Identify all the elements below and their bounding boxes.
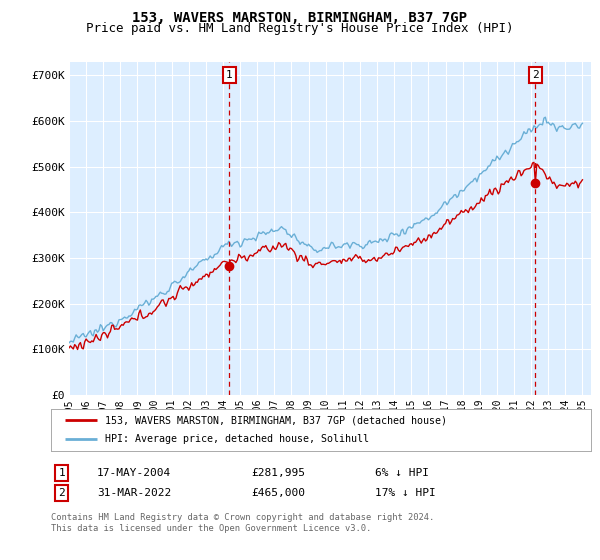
Text: 153, WAVERS MARSTON, BIRMINGHAM, B37 7GP (detached house): 153, WAVERS MARSTON, BIRMINGHAM, B37 7GP… — [105, 415, 447, 425]
Text: £465,000: £465,000 — [251, 488, 305, 498]
Text: 153, WAVERS MARSTON, BIRMINGHAM, B37 7GP: 153, WAVERS MARSTON, BIRMINGHAM, B37 7GP — [133, 11, 467, 25]
Text: HPI: Average price, detached house, Solihull: HPI: Average price, detached house, Soli… — [105, 435, 369, 445]
Text: £281,995: £281,995 — [251, 468, 305, 478]
Text: 17-MAY-2004: 17-MAY-2004 — [97, 468, 171, 478]
Text: 2: 2 — [58, 488, 65, 498]
Text: 1: 1 — [58, 468, 65, 478]
Text: 17% ↓ HPI: 17% ↓ HPI — [375, 488, 436, 498]
Text: 2: 2 — [532, 70, 539, 80]
Text: 6% ↓ HPI: 6% ↓ HPI — [375, 468, 429, 478]
Text: Price paid vs. HM Land Registry's House Price Index (HPI): Price paid vs. HM Land Registry's House … — [86, 22, 514, 35]
Text: 1: 1 — [226, 70, 233, 80]
Text: 31-MAR-2022: 31-MAR-2022 — [97, 488, 171, 498]
Text: Contains HM Land Registry data © Crown copyright and database right 2024.
This d: Contains HM Land Registry data © Crown c… — [51, 514, 434, 533]
